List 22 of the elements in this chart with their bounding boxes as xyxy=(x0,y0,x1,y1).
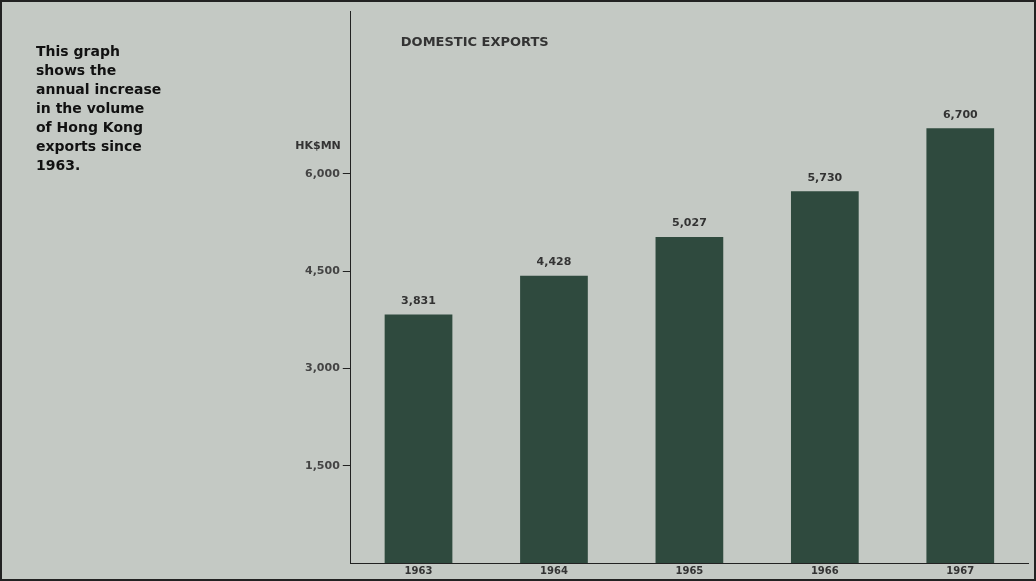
y-axis-title: HK$MN xyxy=(295,138,341,152)
text: DOMESTIC EXPORTS xyxy=(400,34,549,50)
y-tick-label: 6,000 xyxy=(305,166,341,180)
data-label: 3,831 xyxy=(401,293,436,307)
bar xyxy=(655,236,724,563)
data-label: 5,730 xyxy=(807,170,843,184)
y-tick-label: 4,500 xyxy=(305,263,341,277)
data-label: 4,428 xyxy=(536,255,572,269)
text: This graph shows the annual increase in the volume of Hong Kong exports since 1963. xyxy=(36,42,163,175)
x-tick-label: 1963 xyxy=(404,564,433,576)
bar xyxy=(520,275,588,563)
x-tick-label: 1967 xyxy=(946,564,975,576)
bar xyxy=(384,314,453,563)
bar xyxy=(926,128,995,563)
y-tick-label: 1,500 xyxy=(305,458,341,472)
y-tick-label: 3,000 xyxy=(305,361,341,375)
data-label: 6,700 xyxy=(942,107,979,121)
x-tick-label: 1965 xyxy=(675,564,704,576)
x-tick-label: 1966 xyxy=(810,564,839,576)
x-tick-label: 1964 xyxy=(540,564,568,576)
bar xyxy=(790,191,859,563)
data-label: 5,027 xyxy=(672,216,707,230)
